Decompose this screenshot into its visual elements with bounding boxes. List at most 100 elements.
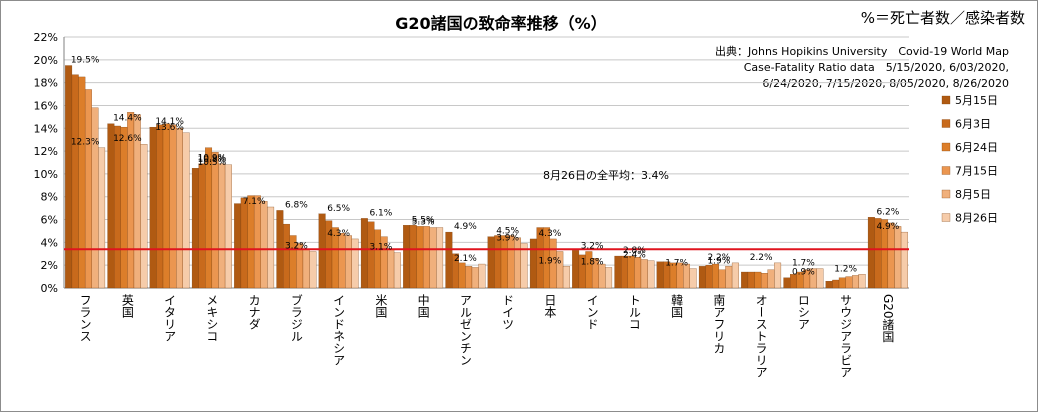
data-label: 10.9% bbox=[198, 154, 227, 164]
bars bbox=[65, 65, 908, 289]
y-tick-label: 10% bbox=[34, 168, 58, 181]
bar bbox=[529, 238, 537, 289]
data-label: 10.5% bbox=[198, 158, 227, 168]
y-axis: 0% 2% 4% 6% 8% 10% 12% 14% 16% 18% 20% 22% bbox=[34, 31, 65, 295]
data-label: 5.3% bbox=[412, 218, 435, 228]
bar bbox=[894, 226, 902, 289]
bar bbox=[191, 168, 199, 289]
bar bbox=[374, 229, 382, 289]
bar bbox=[218, 163, 226, 289]
bar bbox=[774, 262, 782, 289]
bar bbox=[309, 251, 317, 289]
bar bbox=[816, 268, 824, 289]
bar bbox=[458, 262, 466, 289]
bar bbox=[247, 195, 255, 289]
legend-label: 7月15日 bbox=[955, 165, 998, 178]
bar bbox=[140, 144, 148, 289]
bar bbox=[338, 233, 346, 289]
bar bbox=[224, 164, 232, 289]
bar bbox=[445, 231, 453, 289]
data-label: 4.9% bbox=[454, 222, 477, 232]
category-label: 中国 bbox=[416, 293, 430, 318]
bar bbox=[260, 201, 268, 289]
data-label: 4.3% bbox=[327, 229, 350, 239]
data-label: 19.5% bbox=[71, 56, 100, 66]
bar bbox=[760, 273, 768, 289]
bar bbox=[149, 126, 157, 289]
legend-label: 6月24日 bbox=[955, 141, 998, 154]
category-label: 英国 bbox=[120, 294, 134, 318]
data-label: 14.4% bbox=[113, 114, 142, 124]
bar bbox=[867, 217, 875, 289]
bar bbox=[887, 222, 895, 289]
bar bbox=[852, 275, 859, 289]
bar bbox=[205, 147, 213, 289]
reference-line-label: 8月26日の全平均：3.4% bbox=[543, 168, 669, 182]
legend-swatch bbox=[941, 213, 951, 222]
bar bbox=[211, 152, 219, 289]
bar bbox=[393, 252, 401, 289]
bar bbox=[825, 281, 833, 289]
legend-swatch bbox=[941, 119, 951, 128]
bar bbox=[614, 255, 622, 289]
bar bbox=[169, 124, 177, 289]
source-line-1: 出典：Johns Hopikins University Covid-19 Wo… bbox=[715, 44, 1009, 58]
legend-label: 8月5日 bbox=[955, 188, 991, 201]
bar bbox=[845, 276, 853, 289]
bar bbox=[302, 249, 310, 289]
data-label: 10.8% bbox=[198, 155, 227, 165]
category-label: フランス bbox=[78, 294, 92, 342]
y-tick-label: 6% bbox=[41, 214, 58, 227]
bar bbox=[345, 235, 352, 289]
bar bbox=[162, 123, 170, 289]
bar bbox=[387, 249, 395, 289]
bar bbox=[71, 74, 79, 289]
data-label: 3.9% bbox=[496, 234, 519, 244]
data-label: 1.7% bbox=[665, 259, 688, 269]
y-tick-label: 8% bbox=[41, 191, 58, 204]
bar bbox=[647, 260, 655, 289]
bar bbox=[731, 262, 739, 289]
category-label: ドイツ bbox=[501, 294, 515, 330]
bar bbox=[562, 266, 570, 289]
bar bbox=[747, 271, 755, 289]
bar bbox=[712, 263, 720, 289]
bar bbox=[234, 203, 242, 289]
bar bbox=[627, 255, 635, 289]
y-tick-label: 16% bbox=[34, 99, 58, 112]
bar bbox=[429, 227, 437, 289]
category-label: オーストラリア bbox=[754, 294, 768, 378]
bar bbox=[783, 277, 791, 289]
y-tick-label: 2% bbox=[41, 259, 58, 272]
data-label: 2.1% bbox=[454, 254, 477, 264]
bar bbox=[283, 223, 290, 289]
bar bbox=[698, 266, 706, 289]
bar bbox=[858, 274, 866, 289]
data-label: 12.6% bbox=[113, 134, 142, 144]
bar bbox=[367, 221, 375, 289]
legend-swatch bbox=[941, 189, 951, 199]
category-label: インドネシア bbox=[332, 294, 346, 366]
category-label: カナダ bbox=[247, 294, 261, 330]
category-label: ロシア bbox=[796, 294, 810, 330]
bar bbox=[572, 250, 580, 289]
bar bbox=[156, 124, 164, 289]
category-label: 米国 bbox=[374, 294, 388, 318]
data-label: 2.2% bbox=[750, 253, 773, 263]
bar bbox=[98, 147, 106, 289]
category-label: メキシコ bbox=[205, 294, 219, 342]
data-label: 4.3% bbox=[538, 229, 561, 239]
bar bbox=[689, 268, 697, 289]
chart-title: G20諸国の致命率推移（%） bbox=[395, 14, 606, 33]
bar bbox=[471, 267, 479, 289]
bar bbox=[84, 89, 92, 289]
legend-swatch bbox=[941, 166, 951, 175]
bar bbox=[91, 107, 99, 289]
data-label: 2.2% bbox=[707, 253, 730, 263]
bar bbox=[754, 271, 762, 289]
bar bbox=[741, 271, 749, 289]
legend-label: 5月15日 bbox=[955, 94, 998, 107]
data-labels: 19.5% 12.3% 14.4% 12.6% 14.1%13.6% 10.5%10.9%… bbox=[71, 56, 900, 278]
data-label: 0.9% bbox=[792, 268, 815, 278]
bar bbox=[65, 65, 73, 289]
